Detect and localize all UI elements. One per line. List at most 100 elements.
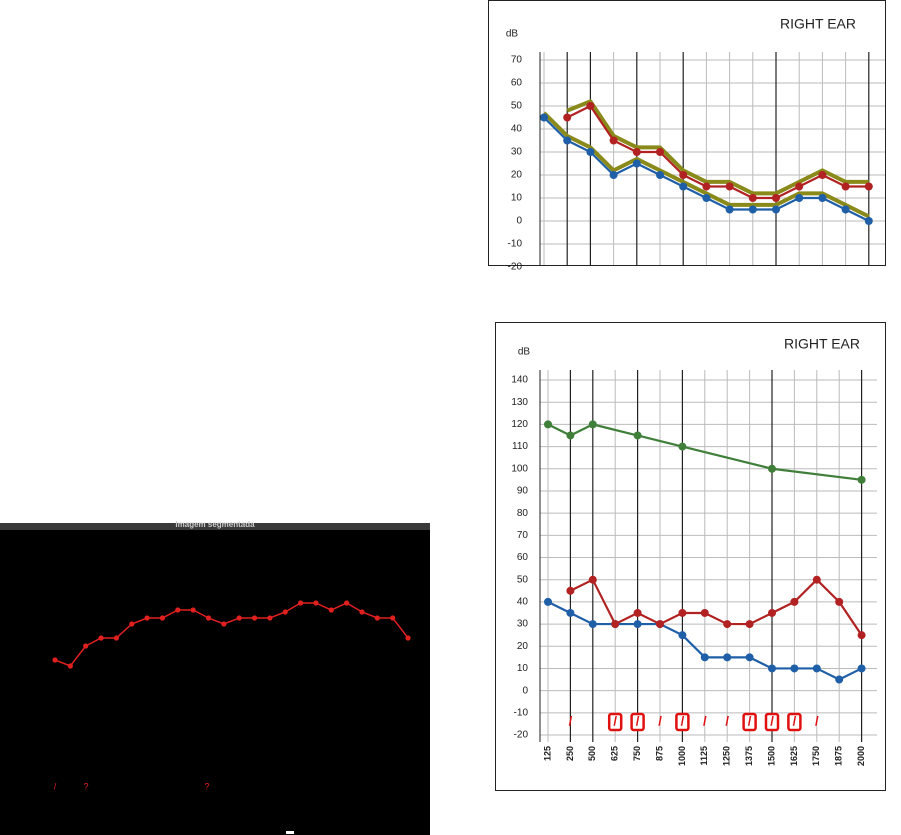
x-tick-label: 2000 [856,746,866,766]
data-point [812,575,821,584]
data-point [586,102,595,110]
data-point [633,620,642,629]
series-line [566,99,869,196]
annotation-box [787,712,802,732]
x-tick-label: 1375 [744,746,754,766]
data-point [298,600,304,606]
data-point [267,615,273,621]
y-tick-label: 110 [512,441,528,452]
y-tick-label: 70 [511,55,523,66]
annotation-box [675,712,690,732]
data-point [772,194,780,202]
y-tick-label: 40 [517,597,529,608]
data-point [745,653,754,662]
data-point [588,620,597,629]
data-point [745,620,754,629]
data-point [818,194,827,202]
annotation-box [630,712,645,732]
image-title-bar [0,523,430,531]
data-point [205,615,212,621]
annotation: / [793,713,797,728]
data-point [702,194,711,202]
data-point [113,635,119,641]
data-point [679,171,688,179]
data-point [857,475,866,484]
data-point [768,608,776,617]
data-point [723,620,732,629]
data-point [566,608,575,617]
data-point [656,171,664,179]
image-mark [286,831,294,834]
annotation: / [748,713,752,728]
data-point [835,675,844,684]
annotation-box [742,712,757,732]
y-tick-label: 0 [522,685,528,696]
data-point [609,171,618,179]
data-point [841,205,850,214]
data-point [633,431,642,440]
x-tick-label: 250 [565,746,575,761]
data-point [768,464,776,473]
annotation: / [636,713,640,728]
data-point [544,597,552,606]
y-tick-label: 70 [517,530,529,541]
annotation: / [815,713,819,728]
data-point [175,607,181,613]
data-point [566,586,575,595]
data-point [857,664,866,673]
data-point [588,420,597,429]
data-point [588,575,597,584]
y-tick-label: -10 [514,707,529,718]
chart-title: RIGHT EAR [784,336,860,352]
data-point [390,615,396,621]
annotation: ? [83,781,88,791]
data-point [790,664,799,673]
data-point [632,148,641,156]
annotation-box [764,712,780,732]
axis-label: dB [518,347,531,358]
data-point [864,182,873,191]
annotation: / [658,713,662,728]
y-tick-label: 60 [511,78,523,89]
series-line [566,104,869,200]
annotation: / [613,713,617,728]
data-point [609,136,618,145]
x-tick-label: 500 [587,746,597,761]
y-tick-label: 130 [511,397,528,408]
data-point [405,635,411,641]
data-point [344,600,350,606]
data-point [795,194,804,202]
y-tick-label: 10 [517,663,529,674]
data-point [857,631,866,640]
data-point [159,615,166,621]
data-point [83,643,89,649]
data-point [611,620,620,629]
annotation: / [569,713,573,728]
data-point [251,615,258,621]
x-tick-label: 125 [542,746,552,761]
y-tick-label: 30 [511,147,523,158]
data-point [700,653,709,662]
x-tick-label: 1625 [789,746,799,766]
plot-area [540,52,885,265]
y-tick-label: 50 [511,101,523,112]
data-point [818,171,827,179]
y-tick-label: 10 [511,193,523,204]
x-tick-label: 1125 [699,746,709,766]
x-tick-label: 1500 [766,746,776,766]
data-point [563,113,572,122]
data-point [841,182,850,191]
data-point [313,600,319,606]
annotation: ? [204,781,209,791]
data-point [374,615,380,621]
data-point [725,205,734,214]
data-point [679,182,688,191]
data-point [678,631,687,640]
data-point [678,442,687,451]
image-title: Imagem segmentada [175,520,255,529]
y-tick-label: 0 [516,216,522,227]
x-tick-label: 1750 [811,746,821,766]
data-point [748,205,757,214]
data-point [768,664,776,673]
data-point [748,194,757,202]
